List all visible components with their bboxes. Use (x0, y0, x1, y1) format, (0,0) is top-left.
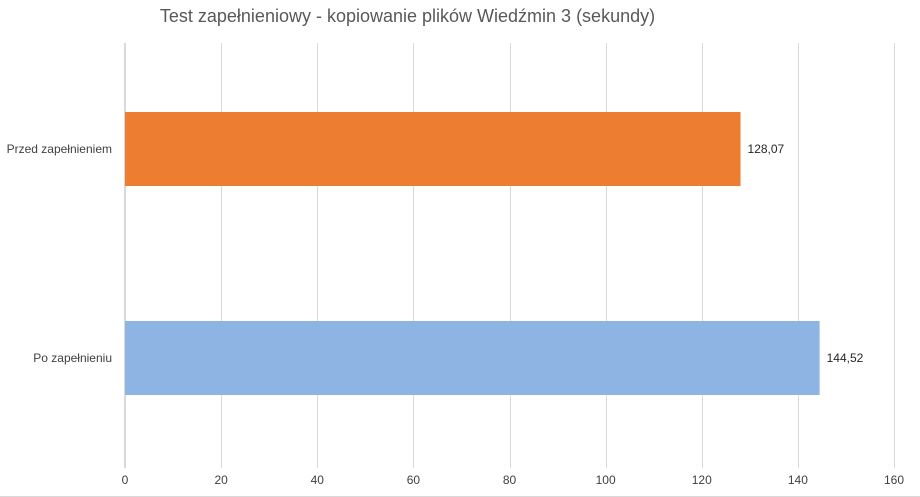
x-tick-label: 100 (596, 473, 616, 487)
x-tick-label: 20 (214, 473, 228, 487)
x-tick-label: 60 (407, 473, 421, 487)
x-tick-label: 80 (503, 473, 517, 487)
x-tick-label: 140 (788, 473, 808, 487)
x-tick-label: 120 (692, 473, 712, 487)
bar-2 (125, 321, 820, 395)
x-tick-label: 0 (122, 473, 129, 487)
x-tick-label: 40 (311, 473, 325, 487)
x-tick-label: 160 (884, 473, 904, 487)
category-label: Po zapełnieniu (33, 351, 112, 365)
chart-title: Test zapełnieniowy - kopiowanie plików W… (159, 6, 656, 26)
category-label: Przed zapełnieniem (7, 142, 112, 156)
data-label: 144,52 (827, 351, 864, 365)
bar-1 (125, 112, 741, 186)
data-label: 128,07 (748, 142, 785, 156)
